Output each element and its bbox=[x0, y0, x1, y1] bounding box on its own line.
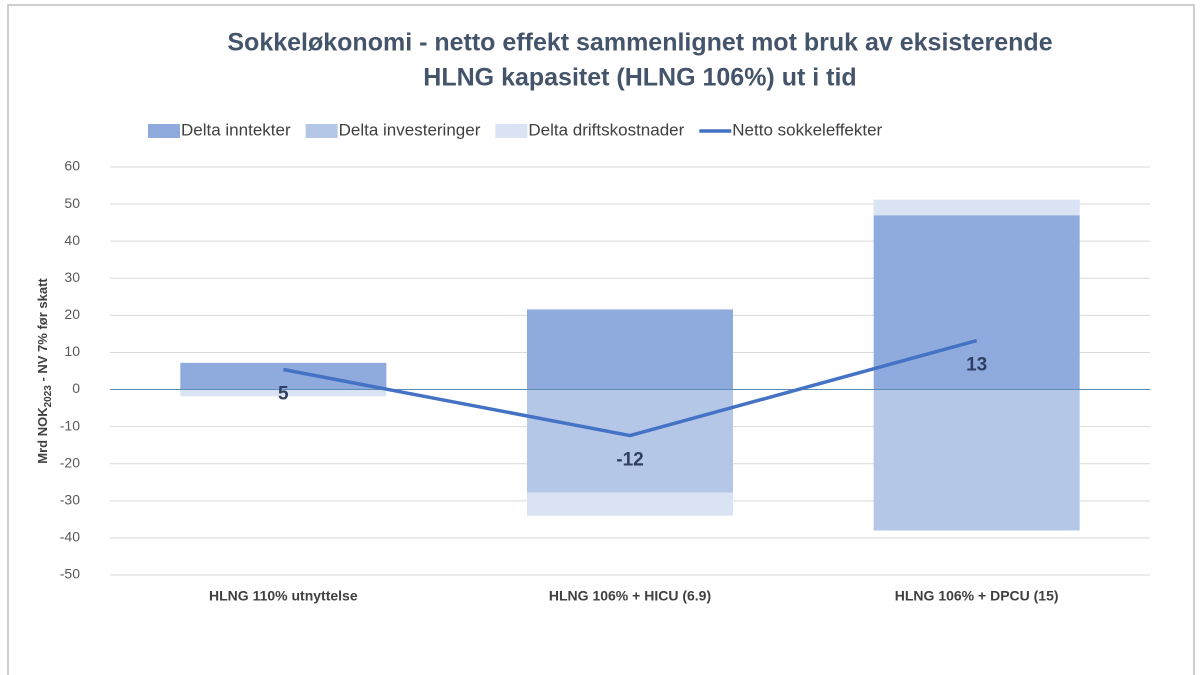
y-tick-label: -30 bbox=[60, 492, 80, 508]
y-tick-label: -20 bbox=[60, 454, 80, 470]
x-tick-label: HLNG 106% + HICU (6.9) bbox=[549, 588, 711, 604]
y-tick-label: 30 bbox=[64, 269, 80, 285]
bar bbox=[527, 389, 733, 493]
bar bbox=[180, 362, 387, 390]
y-label-rest: - NV 7% før skatt bbox=[35, 278, 50, 386]
bar bbox=[527, 492, 733, 516]
y-tick-label: 0 bbox=[72, 380, 80, 396]
y-axis-label: Mrd NOK2023 - NV 7% før skatt bbox=[35, 278, 53, 464]
y-tick-label: 40 bbox=[64, 232, 80, 248]
y-label-main: Mrd NOK bbox=[35, 407, 50, 464]
y-label-sub: 2023 bbox=[43, 385, 54, 408]
bar bbox=[873, 199, 1080, 216]
y-tick-label: -10 bbox=[60, 417, 80, 433]
data-label: 13 bbox=[966, 355, 987, 376]
x-tick-label: HLNG 110% utnyttelse bbox=[209, 588, 358, 604]
bar bbox=[527, 309, 733, 390]
bar bbox=[873, 389, 1080, 531]
legend-label: Delta driftskostnader bbox=[528, 120, 684, 139]
y-tick-label: -50 bbox=[60, 566, 80, 582]
legend-swatch bbox=[148, 124, 180, 138]
data-label: -12 bbox=[616, 450, 643, 471]
x-tick-label: HLNG 106% + DPCU (15) bbox=[895, 588, 1059, 604]
data-label: 5 bbox=[278, 384, 289, 405]
chart-title: Sokkeløkonomi - netto effekt sammenligne… bbox=[227, 29, 1052, 57]
y-tick-label: -40 bbox=[60, 529, 80, 545]
y-tick-label: 60 bbox=[64, 158, 80, 174]
legend-label: Netto sokkeleffekter bbox=[732, 120, 882, 139]
legend-swatch bbox=[495, 124, 528, 138]
chart-title: HLNG kapasitet (HLNG 106%) ut i tid bbox=[423, 64, 856, 92]
legend-label: Delta inntekter bbox=[181, 120, 291, 139]
line bbox=[283, 338, 978, 438]
bar bbox=[180, 389, 387, 397]
legend-swatch bbox=[305, 124, 338, 138]
legend-label: Delta investeringer bbox=[339, 120, 481, 139]
y-tick-label: 20 bbox=[64, 306, 80, 322]
y-tick-label: 50 bbox=[64, 195, 80, 211]
y-tick-label: 10 bbox=[64, 343, 80, 359]
